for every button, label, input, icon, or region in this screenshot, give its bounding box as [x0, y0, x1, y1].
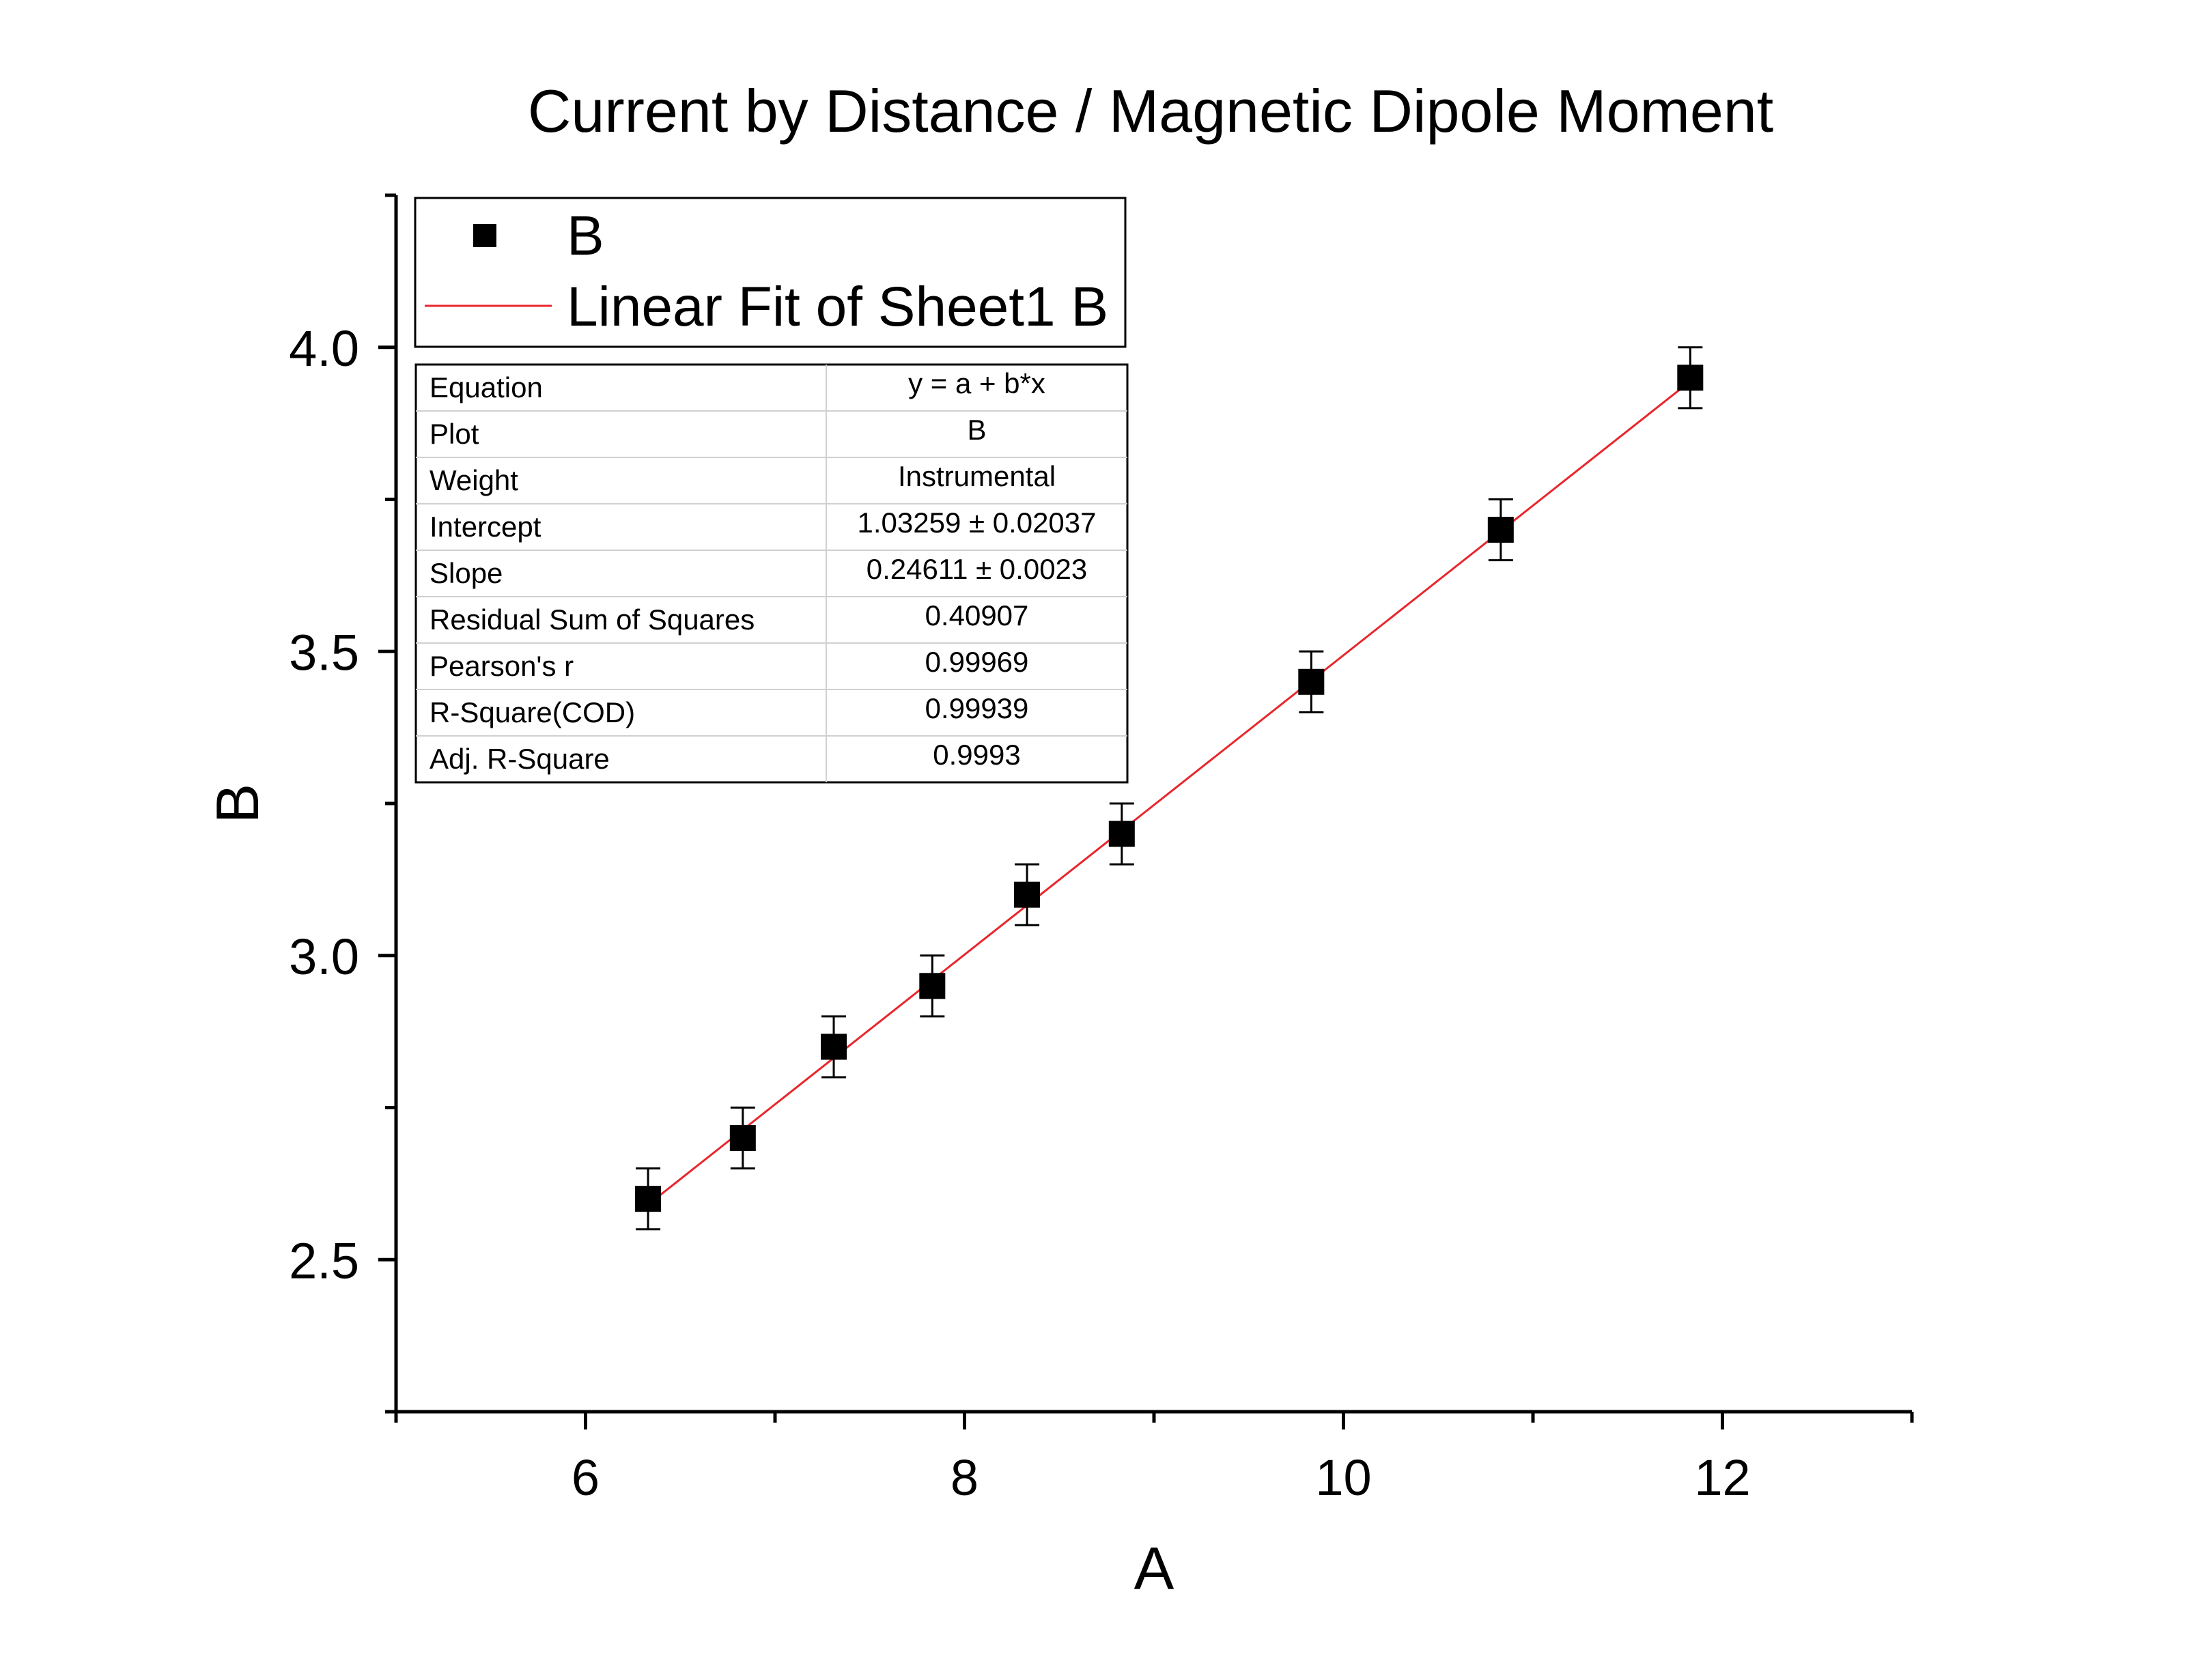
x-axis-ticks: 6 8 10 12 [394, 1412, 1914, 1506]
table-row-label: Slope [430, 557, 503, 589]
table-row-label: Intercept [430, 511, 541, 543]
table-row-label: Pearson's r [430, 650, 574, 682]
table-row-value: 1.03259 ± 0.02037 [857, 507, 1096, 539]
table-row-value: 0.24611 ± 0.0023 [867, 553, 1088, 585]
legend-label-series: B [567, 205, 604, 267]
data-point [729, 1125, 756, 1152]
data-points-layer [635, 346, 1704, 1231]
table-row-value: y = a + b*x [908, 367, 1045, 399]
data-point [919, 973, 946, 999]
table-row-value: 0.9993 [933, 739, 1020, 771]
table-row-value: 0.99939 [925, 692, 1029, 724]
table-row-label: Residual Sum of Squares [430, 603, 755, 636]
data-point [1298, 668, 1325, 695]
table-row-label: Plot [430, 418, 479, 450]
x-axis-label: A [1134, 1535, 1174, 1602]
data-point [1108, 821, 1135, 847]
table-row-value: B [967, 414, 986, 446]
table-row-label: Adj. R-Square [430, 743, 610, 775]
data-point [1014, 881, 1041, 908]
plot-area: 6 8 10 12 2.5 3.0 3.5 4.0 [289, 193, 1914, 1506]
table-row-label: Weight [430, 464, 518, 496]
table-row-label: Equation [430, 371, 543, 403]
fit-stats-table: Equation y = a + b*x Plot B Weight Instrument… [414, 363, 1129, 784]
table-row-label: R-Square(COD) [430, 696, 635, 728]
table-row-value: 0.40907 [925, 599, 1029, 631]
y-tick-label: 4.0 [289, 320, 359, 377]
table-row-value: Instrumental [898, 460, 1056, 492]
table-border [414, 363, 1129, 784]
chart-title: Current by Distance / Magnetic Dipole Mo… [528, 77, 1773, 145]
y-axis-label: B [203, 784, 271, 824]
fit-line-layer [647, 380, 1691, 1206]
y-tick-label: 3.5 [289, 624, 359, 681]
data-point [1487, 517, 1514, 543]
data-point [635, 1186, 662, 1212]
legend-label-fit: Linear Fit of Sheet1 B [567, 276, 1108, 338]
fit-line [647, 380, 1691, 1206]
y-tick-label: 2.5 [289, 1232, 359, 1289]
data-point [821, 1034, 847, 1060]
legend: B Linear Fit of Sheet1 B [414, 197, 1127, 348]
table-row-value: 0.99969 [925, 646, 1029, 678]
legend-marker-swatch [473, 224, 496, 247]
x-tick-label: 6 [572, 1449, 600, 1506]
data-point [1677, 365, 1704, 391]
x-tick-label: 10 [1315, 1449, 1371, 1506]
x-tick-label: 12 [1694, 1449, 1750, 1506]
legend-box [414, 197, 1127, 348]
x-tick-label: 8 [951, 1449, 979, 1506]
y-axis-ticks: 2.5 3.0 3.5 4.0 [289, 193, 396, 1414]
y-tick-label: 3.0 [289, 928, 359, 985]
